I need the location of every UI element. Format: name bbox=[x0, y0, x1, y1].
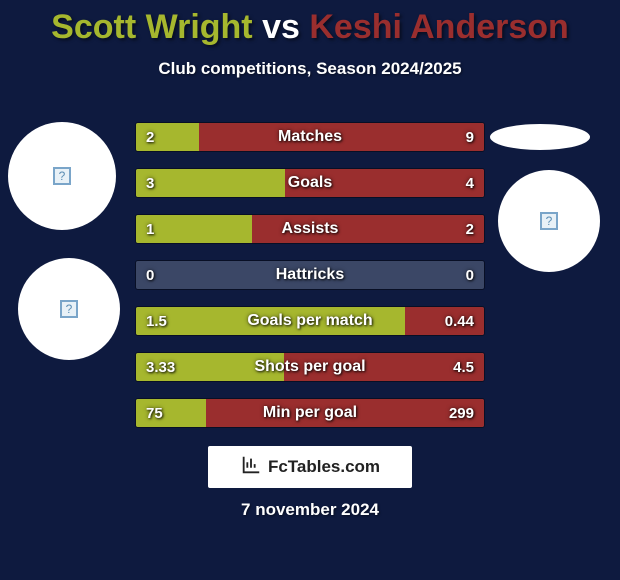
fctables-badge: FcTables.com bbox=[208, 446, 412, 488]
stat-label: Min per goal bbox=[136, 399, 484, 427]
avatar-circle-2 bbox=[490, 124, 590, 150]
stat-label: Goals bbox=[136, 169, 484, 197]
stat-label: Assists bbox=[136, 215, 484, 243]
subtitle: Club competitions, Season 2024/2025 bbox=[0, 59, 620, 79]
page-title: Scott Wright vs Keshi Anderson bbox=[0, 0, 620, 47]
stat-row-goals-per-match: 1.50.44Goals per match bbox=[135, 306, 485, 336]
badge-text: FcTables.com bbox=[268, 457, 380, 477]
player2-name: Keshi Anderson bbox=[309, 8, 568, 46]
avatar-circle-3: ? bbox=[498, 170, 600, 272]
stat-row-hattricks: 00Hattricks bbox=[135, 260, 485, 290]
stat-row-matches: 29Matches bbox=[135, 122, 485, 152]
stat-row-min-per-goal: 75299Min per goal bbox=[135, 398, 485, 428]
stat-label: Matches bbox=[136, 123, 484, 151]
placeholder-icon: ? bbox=[53, 167, 71, 185]
page-root: Scott Wright vs Keshi Anderson Club comp… bbox=[0, 0, 620, 580]
player1-name: Scott Wright bbox=[51, 8, 252, 46]
stat-label: Hattricks bbox=[136, 261, 484, 289]
stat-label: Shots per goal bbox=[136, 353, 484, 381]
stat-label: Goals per match bbox=[136, 307, 484, 335]
stat-row-assists: 12Assists bbox=[135, 214, 485, 244]
placeholder-icon: ? bbox=[540, 212, 558, 230]
stat-row-shots-per-goal: 3.334.5Shots per goal bbox=[135, 352, 485, 382]
stat-row-goals: 34Goals bbox=[135, 168, 485, 198]
avatar-circle-0: ? bbox=[8, 122, 116, 230]
vs-text: vs bbox=[253, 8, 310, 46]
avatar-circle-1: ? bbox=[18, 258, 120, 360]
placeholder-icon: ? bbox=[60, 300, 78, 318]
chart-icon bbox=[240, 454, 262, 481]
footer-date: 7 november 2024 bbox=[0, 500, 620, 520]
stat-rows: 29Matches 34Goals 12Assists 00Hattricks 1.50… bbox=[135, 122, 485, 428]
